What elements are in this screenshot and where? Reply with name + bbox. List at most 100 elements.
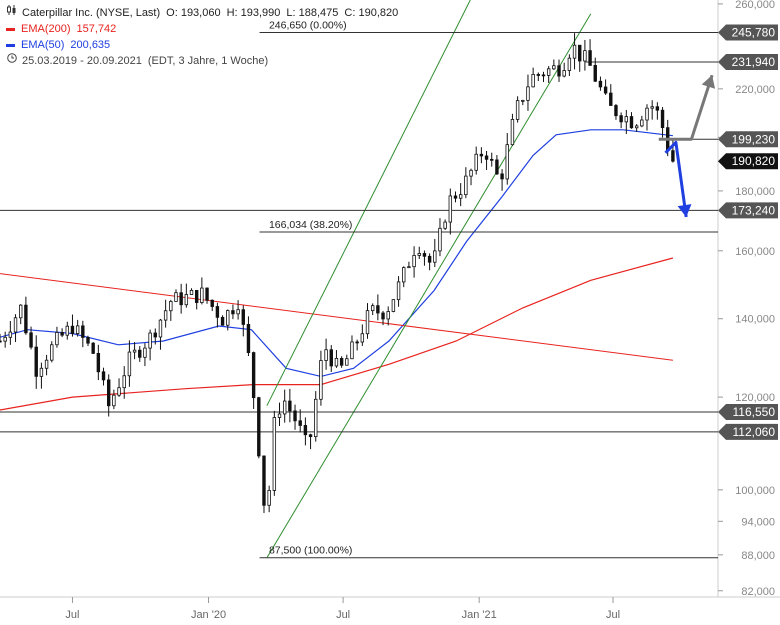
candle-body (112, 394, 116, 407)
candle (645, 104, 649, 131)
candle-body (0, 340, 2, 343)
candle (453, 191, 458, 203)
candle-body (138, 349, 142, 358)
candle-body (495, 159, 499, 175)
candle (65, 321, 69, 340)
x-tick-label: Jul (65, 609, 79, 621)
y-axis: 260,000220,000200,000180,000160,000140,0… (718, 0, 775, 598)
candle (526, 74, 530, 111)
x-tick-label: Jul (606, 609, 620, 621)
candle (91, 342, 95, 354)
candle (412, 246, 416, 278)
candle (593, 57, 597, 83)
ema200-label: EMA(200) (21, 23, 71, 35)
candle-body (334, 358, 339, 367)
candle-body (86, 337, 90, 344)
candle (282, 389, 287, 423)
candle-body (650, 106, 654, 109)
candle-body (8, 331, 13, 338)
candle (210, 299, 214, 312)
candle (609, 84, 613, 106)
candle (655, 102, 660, 120)
candle (443, 219, 447, 231)
candle-body (272, 417, 277, 491)
candle-body (288, 400, 292, 412)
price-tag-label: 245,780 (732, 26, 776, 40)
candle (650, 100, 654, 120)
candle-body (655, 106, 660, 111)
candle (86, 335, 90, 347)
candle-body (293, 410, 297, 422)
candle (381, 310, 385, 326)
candle (345, 354, 349, 366)
trend-line (0, 273, 673, 361)
trend-lines (0, 0, 673, 558)
candle (117, 378, 121, 397)
candle (163, 299, 168, 328)
legend-range: 25.03.2019 - 20.09.2021 (22, 55, 142, 67)
candle-body (75, 325, 80, 334)
candle-body (303, 425, 308, 436)
legend-details: (EDT, 3 Jahre, 1 Woche) (147, 55, 269, 67)
candle (422, 250, 427, 266)
candle (500, 169, 504, 191)
candle-body (386, 311, 390, 320)
candle-body (148, 332, 152, 349)
candle (484, 150, 489, 170)
candle (257, 396, 261, 459)
candle-body (205, 287, 209, 301)
candle-body (350, 341, 354, 360)
candle (184, 283, 189, 308)
candle-body (200, 287, 204, 303)
fib-label: 87,500 (100.00%) (269, 545, 352, 557)
y-tick-label: 140,000 (735, 314, 775, 326)
candle-body (407, 266, 411, 269)
candle (640, 115, 644, 128)
candle-body (391, 299, 396, 312)
candle-body (453, 195, 458, 199)
candle (75, 319, 80, 337)
y-tick-label: 82,000 (741, 586, 775, 598)
candle-body (360, 333, 365, 343)
candle (552, 59, 556, 71)
candle-body (567, 57, 572, 71)
candle-body (262, 455, 266, 506)
x-axis: Jul Jan '20 Jul Jan '21 Jul (65, 597, 620, 621)
y-tick-label: 120,000 (735, 392, 775, 404)
candle (143, 343, 147, 367)
candle-body (469, 169, 473, 177)
candle (231, 304, 235, 320)
candle-body (593, 64, 597, 82)
candle-body (521, 99, 525, 102)
y-tick-label: 100,000 (735, 485, 775, 497)
candle-body (91, 342, 95, 354)
candle (339, 356, 344, 368)
candle-body (184, 294, 189, 306)
candle (458, 183, 463, 207)
candle (272, 410, 277, 496)
candle (427, 253, 432, 271)
candle (474, 146, 478, 175)
candle (8, 320, 13, 345)
candle (448, 188, 453, 235)
candle-body (448, 195, 453, 223)
candle-body (402, 267, 406, 283)
candle (34, 335, 38, 389)
candle-body (282, 400, 287, 415)
candle (396, 276, 401, 307)
legend-ema200-row: EMA(200) 157,742 (6, 21, 398, 37)
candle-body (536, 74, 541, 76)
candle (360, 324, 365, 346)
candle (189, 288, 194, 296)
candle-body (117, 387, 121, 396)
candle (334, 350, 339, 368)
candle-body (614, 105, 618, 117)
candle-body (60, 332, 64, 336)
candle-body (484, 155, 489, 160)
candle (81, 320, 85, 348)
candle (24, 296, 28, 335)
candle (521, 99, 525, 106)
candle-body (619, 115, 623, 123)
candle-body (396, 281, 401, 301)
candle-body (226, 310, 230, 326)
